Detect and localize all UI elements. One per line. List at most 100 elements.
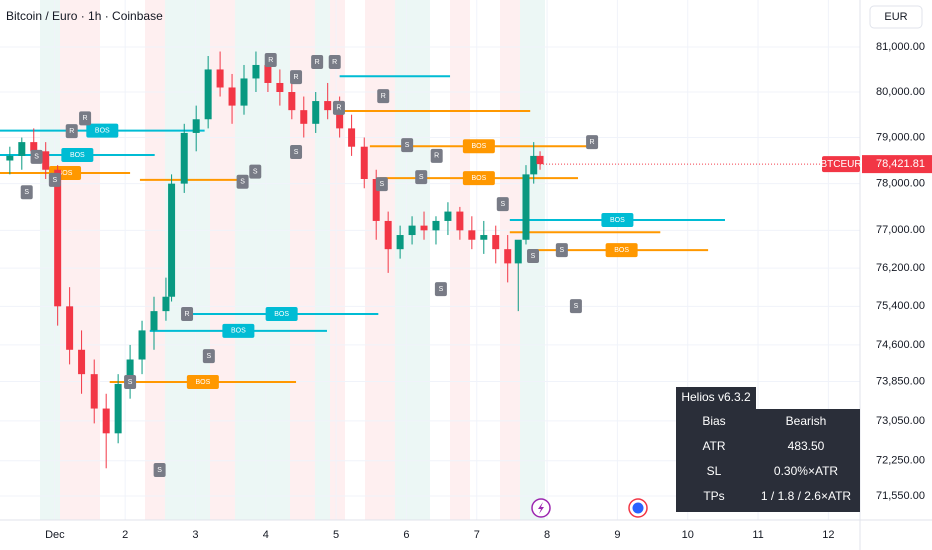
y-tick-label: 80,000.00	[876, 86, 925, 98]
pivot-marker	[290, 70, 303, 85]
candle-body	[192, 119, 200, 133]
pivot-marker	[401, 138, 414, 153]
chart-title: Bitcoin / Euro · 1h · Coinbase	[6, 9, 163, 23]
candle-body	[456, 211, 464, 231]
x-tick-label: 8	[544, 529, 550, 541]
pivot-label: S	[531, 253, 536, 260]
y-tick-label: 74,600.00	[876, 339, 925, 351]
axes: 81,000.00 80,000.00 79,000.00 78,000.00 77,0…	[45, 41, 932, 541]
table-bg	[676, 409, 860, 512]
candle-body	[228, 87, 236, 106]
candle-body	[180, 132, 188, 184]
level-label: BOS	[471, 175, 486, 182]
currency[interactable]: EUR	[884, 11, 907, 23]
level-label-box	[605, 243, 638, 258]
x-tick-label: 12	[822, 529, 834, 541]
pivot-marker	[48, 172, 61, 187]
pivot-label: S	[240, 179, 245, 186]
candle-body	[66, 306, 74, 350]
pivot-marker	[181, 307, 194, 322]
event-icons	[531, 498, 648, 518]
level-label: BOS	[471, 143, 486, 150]
pivot-marker	[79, 111, 92, 126]
y-tick-label: 81,000.00	[876, 41, 925, 53]
pivot-label: R	[69, 128, 74, 135]
pivot-label: R	[434, 153, 439, 160]
candle-body	[276, 82, 284, 93]
band	[145, 0, 165, 520]
band	[395, 0, 430, 520]
pivot-label: R	[315, 59, 320, 66]
candle-body	[102, 408, 110, 434]
pivot-label: S	[439, 286, 444, 293]
candle-body	[480, 235, 488, 240]
pivot-label: S	[405, 142, 410, 149]
x-tick-label: Dec	[45, 529, 65, 541]
level-label-box	[86, 123, 119, 138]
candle-body	[30, 142, 38, 152]
pivot-label: R	[336, 105, 341, 112]
level-label: BOS	[274, 311, 289, 318]
y-tick-label: 76,200.00	[876, 262, 925, 274]
table-value: 1 / 1.8 / 2.6×ATR	[761, 489, 851, 503]
band	[235, 0, 290, 520]
level-label-box	[186, 374, 219, 389]
candle-body	[324, 101, 332, 111]
y-tick-label: 79,000.00	[876, 131, 925, 143]
candle-body	[240, 78, 248, 106]
level-label: BOS	[58, 170, 73, 177]
candle-body	[138, 330, 146, 360]
pivot-label: R	[381, 93, 386, 100]
table-label: Bias	[702, 414, 725, 428]
candle-body	[514, 239, 522, 264]
candle-body	[420, 225, 428, 231]
pivot-label: S	[253, 168, 258, 175]
x-tick-label: 6	[403, 529, 409, 541]
markers: R R S S S R R R R R R S S S S S S R S S S S S R R S S S	[20, 53, 599, 478]
pivot-label: R	[294, 74, 299, 81]
symbol-label: BTCEUR	[820, 159, 861, 170]
candle-body	[384, 220, 392, 250]
candle-body	[114, 383, 122, 434]
pivot-marker	[586, 135, 599, 150]
pivot-label: R	[185, 311, 190, 318]
info-table: Helios v6.3.2 Bias Bearish ATR 483.50 SL 0.30%…	[676, 387, 860, 512]
pivot-marker	[249, 164, 262, 179]
table-value: 483.50	[788, 439, 825, 453]
candle-body	[288, 92, 296, 111]
pivot-marker	[569, 299, 582, 314]
pivot-marker	[20, 185, 33, 200]
candle-body	[126, 359, 134, 384]
pivot-marker	[30, 149, 43, 164]
y-tick-label: 71,550.00	[876, 490, 925, 502]
candle-body	[54, 169, 62, 307]
candle-body	[408, 225, 416, 236]
pivot-marker	[264, 53, 277, 68]
pivot-marker	[311, 55, 324, 70]
level-label: BOS	[95, 128, 110, 135]
candle-body	[530, 155, 538, 175]
pivot-label: S	[379, 181, 384, 188]
currency-button[interactable]	[869, 5, 923, 29]
candle-body	[432, 220, 440, 231]
candle-body	[504, 249, 512, 264]
pivot-marker	[377, 89, 390, 104]
candle-body	[372, 178, 380, 221]
x-tick-label: 2	[122, 529, 128, 541]
pivot-marker	[153, 463, 166, 478]
pivot-label: R	[268, 57, 273, 64]
pivot-label: S	[128, 379, 133, 386]
pivot-label: S	[157, 467, 162, 474]
candle-body	[150, 311, 158, 331]
candle-body	[264, 64, 272, 83]
table-label: TPs	[703, 489, 724, 503]
level-label: BOS	[614, 247, 629, 254]
candle-body	[90, 374, 98, 409]
candle-body	[396, 235, 404, 250]
pivot-marker	[290, 144, 303, 159]
candle-body	[468, 230, 476, 240]
table-label: SL	[707, 464, 722, 478]
y-tick-label: 78,000.00	[876, 178, 925, 190]
candle-body	[336, 110, 344, 129]
